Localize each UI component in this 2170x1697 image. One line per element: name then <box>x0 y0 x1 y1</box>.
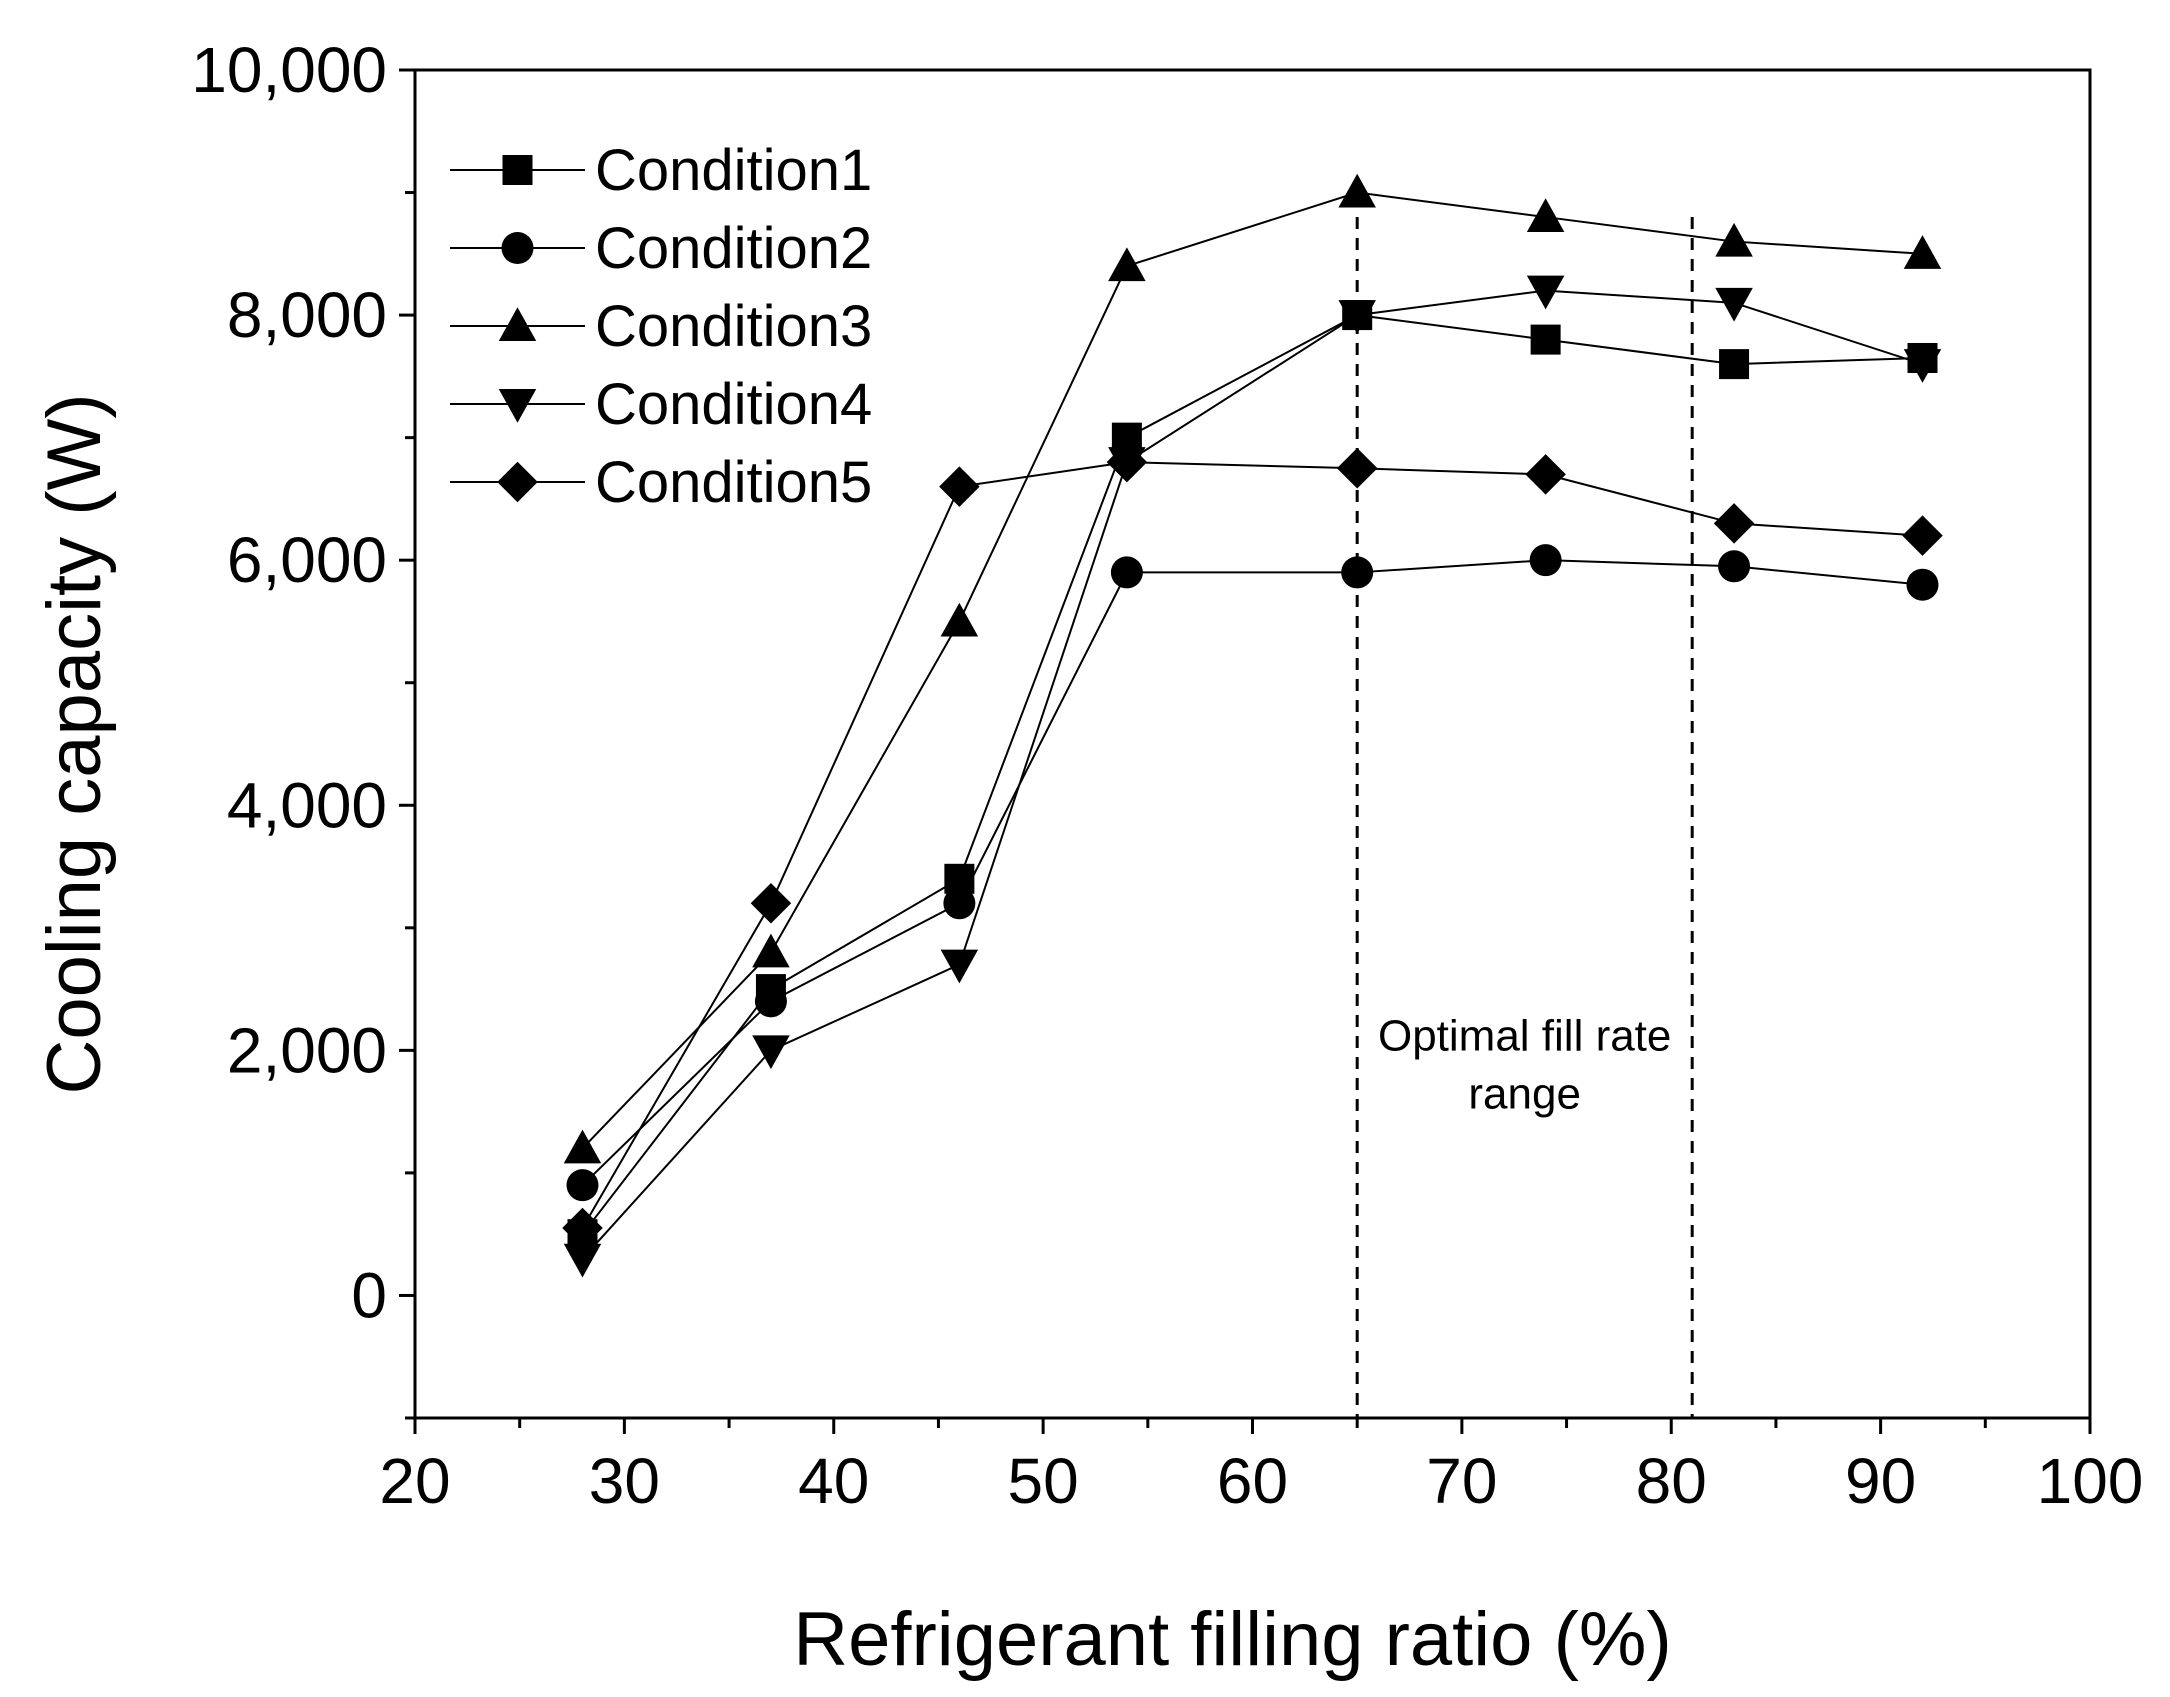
legend-marker-condition3 <box>498 307 537 341</box>
legend-entry-condition1: Condition1 <box>450 138 872 203</box>
legend-label: Condition2 <box>595 216 872 281</box>
data-point-condition4-28 <box>563 1243 602 1278</box>
legend-label: Condition3 <box>595 294 872 359</box>
legend-marker-condition1 <box>502 155 533 185</box>
data-point-condition2-74 <box>1529 544 1562 577</box>
data-point-condition4-83 <box>1715 287 1753 322</box>
data-point-condition2-37 <box>754 985 787 1018</box>
data-point-condition5-54 <box>1106 441 1148 483</box>
data-point-condition3-46 <box>940 602 979 637</box>
legend: Condition1 Condition2 Condition3 Condition4… <box>450 138 872 515</box>
series-line-condition2 <box>581 559 1923 1186</box>
series-line-condition5 <box>581 461 1923 1229</box>
x-tick-label: 30 <box>589 1445 660 1517</box>
data-point-condition5-28 <box>562 1207 603 1249</box>
data-point-condition1-83 <box>1719 349 1750 380</box>
legend-entry-condition4: Condition4 <box>450 372 872 437</box>
data-point-condition5-83 <box>1713 503 1755 544</box>
legend-entry-condition5: Condition5 <box>450 450 872 515</box>
data-point-condition5-74 <box>1525 454 1566 495</box>
x-tick-label: 80 <box>1636 1445 1707 1517</box>
x-tick-label: 90 <box>1845 1445 1916 1517</box>
data-point-condition5-92 <box>1902 515 1943 556</box>
annotation-text: Optimal fill rate <box>1378 1011 1671 1060</box>
data-point-condition3-65 <box>1338 173 1376 208</box>
y-tick-label: 8,000 <box>227 279 387 351</box>
annotations: Optimal fill rate range <box>1378 1011 1671 1118</box>
data-point-condition2-54 <box>1110 556 1143 589</box>
data-point-condition2-28 <box>566 1169 599 1202</box>
legend-marker-condition4 <box>498 389 537 423</box>
series-condition1 <box>567 300 1938 1250</box>
data-point-condition2-83 <box>1718 550 1751 583</box>
x-tick-label: 20 <box>379 1445 450 1517</box>
y-tick-label: 2,000 <box>227 1014 387 1086</box>
y-tick-label: 10,000 <box>191 34 387 106</box>
data-point-condition5-37 <box>750 883 792 924</box>
legend-label: Condition4 <box>595 372 872 437</box>
series-line-condition1 <box>581 314 1923 1235</box>
legend-label: Condition5 <box>595 450 872 515</box>
data-point-condition3-83 <box>1715 222 1753 257</box>
data-point-condition2-46 <box>943 887 976 920</box>
data-point-condition3-74 <box>1526 198 1565 233</box>
series-line-condition4 <box>581 289 1923 1260</box>
x-axis-title: Refrigerant filling ratio (%) <box>793 1597 1672 1682</box>
data-point-condition2-92 <box>1906 568 1939 601</box>
data-point-condition3-37 <box>752 933 790 968</box>
y-tick-label: 6,000 <box>227 524 387 596</box>
data-point-condition4-74 <box>1526 275 1565 310</box>
series-condition5 <box>562 441 1943 1249</box>
data-point-condition3-92 <box>1903 235 1942 269</box>
data-point-condition4-46 <box>940 949 979 984</box>
series-condition4 <box>563 275 1942 1278</box>
legend-entry-condition3: Condition3 <box>450 294 872 359</box>
data-point-condition4-37 <box>752 1035 790 1070</box>
x-tick-label: 60 <box>1217 1445 1288 1517</box>
annotation-text: range <box>1468 1069 1581 1118</box>
x-tick-label: 70 <box>1426 1445 1497 1517</box>
x-tick-label: 50 <box>1008 1445 1079 1517</box>
series-line-condition3 <box>581 191 1923 1150</box>
x-tick-label: 40 <box>798 1445 869 1517</box>
legend-label: Condition1 <box>595 138 872 203</box>
data-point-condition3-28 <box>563 1129 602 1164</box>
axes: 20 30 40 50 60 70 80 90 100 0 2,000 4,000 6,000 8,000… <box>32 34 2143 1682</box>
legend-marker-condition2 <box>501 232 534 264</box>
data-point-condition2-65 <box>1341 556 1374 589</box>
data-point-condition1-74 <box>1530 324 1561 355</box>
x-tick-label: 100 <box>2037 1445 2144 1517</box>
series-condition2 <box>566 544 1939 1202</box>
series-condition3 <box>563 173 1942 1164</box>
legend-entry-condition2: Condition2 <box>450 216 872 281</box>
series-layer <box>562 173 1943 1278</box>
y-tick-label: 0 <box>351 1259 387 1331</box>
data-point-condition3-54 <box>1108 247 1146 282</box>
data-point-condition5-65 <box>1336 448 1378 489</box>
data-point-condition4-65 <box>1338 300 1376 334</box>
reference-lines <box>1355 217 1694 1418</box>
y-tick-label: 4,000 <box>227 769 387 841</box>
data-point-condition4-92 <box>1903 349 1942 383</box>
legend-marker-condition5 <box>497 461 538 503</box>
y-axis-title: Cooling capacity (W) <box>32 393 117 1094</box>
data-point-condition5-46 <box>939 466 980 507</box>
